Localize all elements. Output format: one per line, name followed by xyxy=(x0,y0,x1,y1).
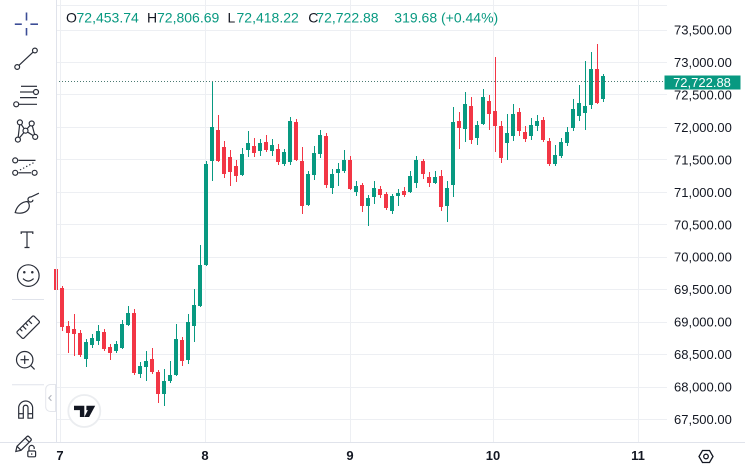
svg-text:8: 8 xyxy=(201,448,208,463)
svg-text:72,722.88: 72,722.88 xyxy=(316,9,378,25)
svg-text:71,500.00: 71,500.00 xyxy=(674,152,732,167)
svg-text:71,000.00: 71,000.00 xyxy=(674,185,732,200)
svg-text:70,500.00: 70,500.00 xyxy=(674,217,732,232)
svg-text:319.68 (+0.44%): 319.68 (+0.44%) xyxy=(394,9,498,25)
svg-text:11: 11 xyxy=(631,448,645,463)
svg-text:72,722.88: 72,722.88 xyxy=(673,75,731,90)
svg-text:72,453.74: 72,453.74 xyxy=(77,9,139,25)
svg-text:70,000.00: 70,000.00 xyxy=(674,250,732,265)
svg-text:C: C xyxy=(308,9,318,25)
svg-text:H: H xyxy=(147,9,157,25)
svg-text:68,500.00: 68,500.00 xyxy=(674,347,732,362)
svg-text:72,806.69: 72,806.69 xyxy=(157,9,219,25)
svg-text:73,500.00: 73,500.00 xyxy=(674,23,732,38)
svg-text:69,000.00: 69,000.00 xyxy=(674,315,732,330)
svg-text:73,000.00: 73,000.00 xyxy=(674,55,732,70)
svg-text:72,418.22: 72,418.22 xyxy=(237,9,299,25)
svg-text:7: 7 xyxy=(56,448,63,463)
svg-text:L: L xyxy=(228,9,236,25)
svg-text:72,000.00: 72,000.00 xyxy=(674,120,732,135)
svg-text:68,000.00: 68,000.00 xyxy=(674,380,732,395)
svg-text:72,500.00: 72,500.00 xyxy=(674,87,732,102)
svg-text:67,500.00: 67,500.00 xyxy=(674,412,732,427)
svg-text:9: 9 xyxy=(346,448,353,463)
svg-text:10: 10 xyxy=(486,448,500,463)
svg-text:69,500.00: 69,500.00 xyxy=(674,282,732,297)
svg-text:O: O xyxy=(66,9,77,25)
